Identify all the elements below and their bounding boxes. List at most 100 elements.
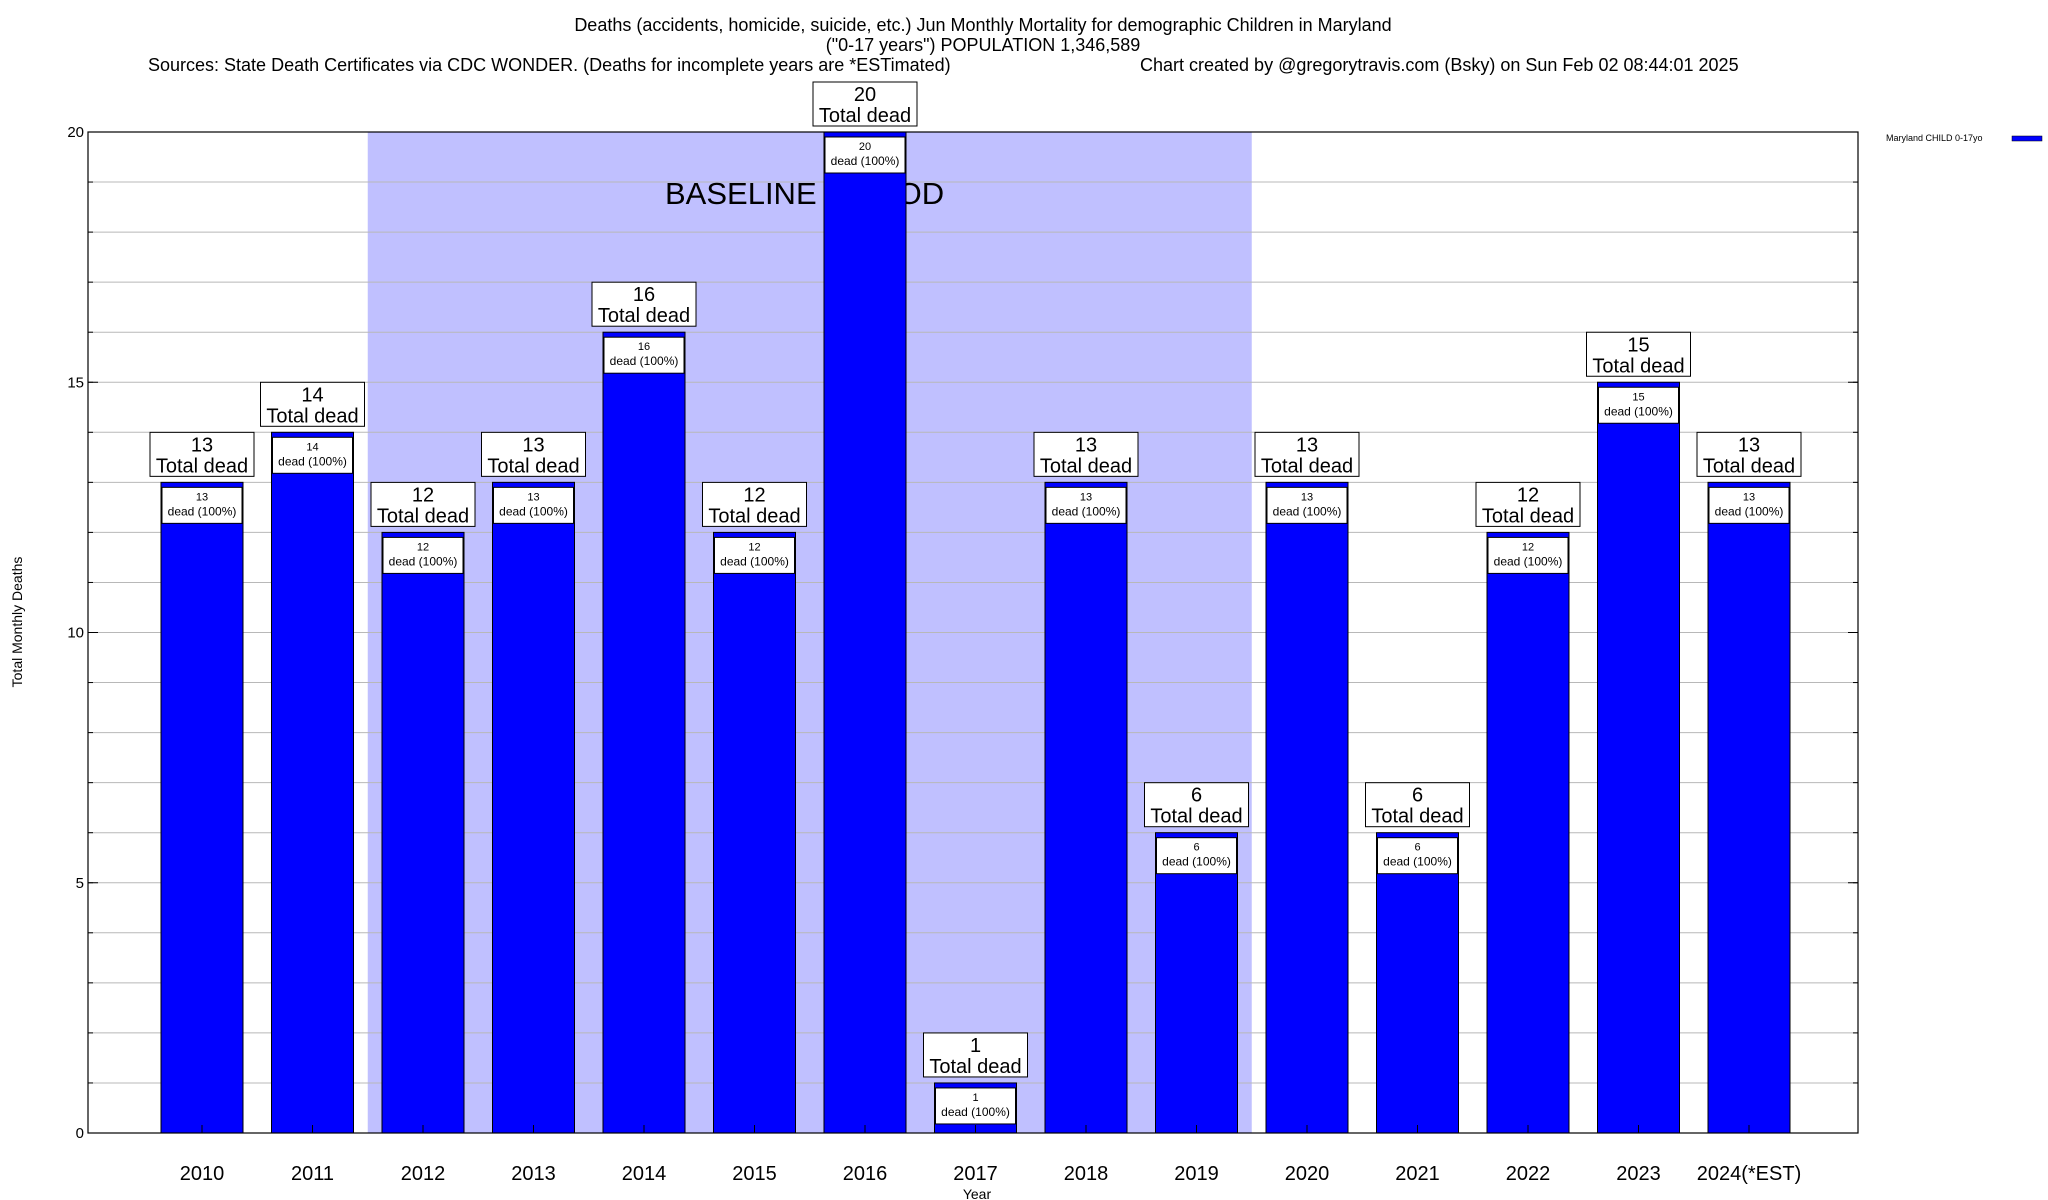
inner-label-value: 16 xyxy=(638,341,650,353)
inner-label-text: dead (100%) xyxy=(499,504,568,518)
total-label-box xyxy=(1365,782,1470,828)
y-tick-label: 15 xyxy=(67,374,84,391)
x-tick-label: 2014 xyxy=(622,1163,667,1185)
total-label-text: Total dead xyxy=(1371,806,1463,828)
y-tick-label: 5 xyxy=(76,875,84,892)
inner-label-box xyxy=(714,536,795,574)
total-label-text: Total dead xyxy=(598,305,690,327)
total-label-value: 1 xyxy=(970,1035,981,1057)
total-label-value: 12 xyxy=(743,484,765,506)
inner-label-value: 12 xyxy=(417,541,429,553)
bar-2023 xyxy=(1597,381,1680,1134)
total-label-value: 14 xyxy=(301,384,323,406)
inner-label-text: dead (100%) xyxy=(941,1105,1010,1119)
total-label-box xyxy=(1696,431,1802,477)
bar-2020 xyxy=(1265,481,1349,1134)
x-tick-label: 2021 xyxy=(1395,1163,1440,1185)
inner-label-text: dead (100%) xyxy=(1494,554,1563,568)
x-axis-label: Year xyxy=(963,1186,992,1200)
bar-2014 xyxy=(602,331,686,1134)
x-tick-label: 2019 xyxy=(1174,1163,1219,1185)
total-label-text: Total dead xyxy=(1150,806,1242,828)
inner-label-text: dead (100%) xyxy=(610,354,679,368)
total-label-value: 15 xyxy=(1627,334,1649,356)
bar-2012 xyxy=(381,531,465,1134)
total-label-box xyxy=(1144,782,1249,828)
inner-label-value: 14 xyxy=(306,441,318,453)
bar-2019 xyxy=(1155,832,1238,1134)
x-tick-label: 2011 xyxy=(291,1163,334,1185)
total-label-value: 13 xyxy=(1296,434,1318,456)
total-label-value: 13 xyxy=(522,434,544,456)
inner-label-value: 12 xyxy=(748,541,760,553)
inner-label-box xyxy=(824,136,906,174)
total-label-box xyxy=(1033,431,1139,477)
total-label-text: Total dead xyxy=(156,455,248,477)
inner-label-text: dead (100%) xyxy=(1383,855,1452,869)
total-label-value: 12 xyxy=(412,484,434,506)
inner-label-value: 13 xyxy=(527,491,539,503)
total-label-text: Total dead xyxy=(929,1056,1021,1078)
bar-2010 xyxy=(160,481,244,1134)
x-tick-label: 2018 xyxy=(1064,1163,1109,1185)
inner-label-value: 6 xyxy=(1414,842,1420,854)
x-tick-label: 2012 xyxy=(401,1163,446,1185)
total-label-value: 6 xyxy=(1412,785,1423,807)
inner-label-value: 13 xyxy=(1743,491,1755,503)
inner-label-value: 20 xyxy=(859,141,871,153)
total-label-box xyxy=(923,1032,1028,1078)
inner-label-text: dead (100%) xyxy=(278,454,347,468)
inner-label-box xyxy=(1487,536,1569,574)
total-label-value: 20 xyxy=(854,84,876,106)
inner-label-value: 13 xyxy=(196,491,208,503)
bar-2015 xyxy=(713,531,796,1134)
total-label-box xyxy=(702,481,807,527)
y-tick-label: 20 xyxy=(67,124,84,141)
inner-label-text: dead (100%) xyxy=(168,504,237,518)
x-tick-label: 2022 xyxy=(1506,1163,1551,1185)
inner-label-text: dead (100%) xyxy=(1052,504,1121,518)
inner-label-box xyxy=(935,1087,1016,1125)
total-label-value: 13 xyxy=(1738,434,1760,456)
total-label-value: 13 xyxy=(191,434,213,456)
inner-label-box xyxy=(1045,486,1127,524)
inner-label-value: 13 xyxy=(1080,491,1092,503)
total-label-text: Total dead xyxy=(377,505,469,527)
inner-label-box xyxy=(382,536,464,574)
bar-2018 xyxy=(1044,481,1128,1134)
total-label-text: Total dead xyxy=(1040,455,1132,477)
legend-swatch xyxy=(2011,135,2043,142)
chart-sources: Sources: State Death Certificates via CD… xyxy=(148,55,951,75)
total-label-text: Total dead xyxy=(708,505,800,527)
x-tick-label: 2013 xyxy=(511,1163,556,1185)
x-tick-label: 2016 xyxy=(843,1163,888,1185)
total-label-box xyxy=(812,81,918,127)
inner-label-box xyxy=(1156,837,1237,875)
inner-label-text: dead (100%) xyxy=(389,554,458,568)
total-label-text: Total dead xyxy=(1703,455,1795,477)
y-axis-label: Total Monthly Deaths xyxy=(9,557,25,688)
total-label-text: Total dead xyxy=(1482,505,1574,527)
bar-2022 xyxy=(1486,531,1570,1134)
total-label-box xyxy=(1586,331,1691,377)
bar-2011 xyxy=(271,431,354,1134)
legend-label: Maryland CHILD 0-17yo xyxy=(1886,133,1983,143)
x-tick-label: 2020 xyxy=(1285,1163,1330,1185)
inner-label-value: 12 xyxy=(1522,541,1534,553)
total-label-value: 6 xyxy=(1191,785,1202,807)
x-tick-label: 2010 xyxy=(180,1163,225,1185)
total-label-text: Total dead xyxy=(1592,355,1684,377)
bar-2016 xyxy=(823,131,907,1134)
x-tick-label: 2023 xyxy=(1616,1163,1661,1185)
inner-label-box xyxy=(1266,486,1348,524)
total-label-box xyxy=(149,431,255,477)
total-label-text: Total dead xyxy=(819,105,911,127)
inner-label-box xyxy=(272,436,353,474)
inner-label-text: dead (100%) xyxy=(1162,855,1231,869)
total-label-value: 16 xyxy=(633,284,655,306)
total-label-box xyxy=(1254,431,1360,477)
total-label-text: Total dead xyxy=(266,405,358,427)
total-label-text: Total dead xyxy=(487,455,579,477)
inner-label-text: dead (100%) xyxy=(1604,404,1673,418)
inner-label-box xyxy=(603,336,685,374)
